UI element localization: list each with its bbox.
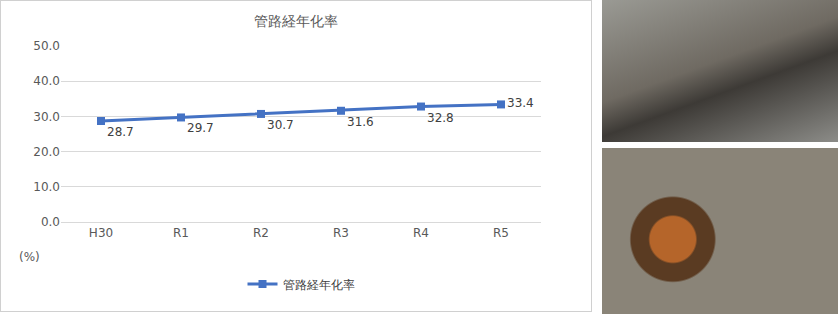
svg-text:33.4: 33.4 [507, 96, 534, 110]
svg-text:30.7: 30.7 [267, 118, 294, 132]
svg-text:H30: H30 [89, 226, 113, 240]
svg-text:20.0: 20.0 [33, 145, 60, 159]
svg-text:30.0: 30.0 [33, 110, 60, 124]
svg-text:R2: R2 [253, 226, 269, 240]
svg-text:29.7: 29.7 [187, 121, 214, 135]
svg-text:31.6: 31.6 [347, 115, 374, 129]
svg-text:28.7: 28.7 [107, 125, 134, 139]
svg-text:管路経年化率: 管路経年化率 [283, 278, 355, 292]
svg-text:32.8: 32.8 [427, 111, 454, 125]
svg-text:管路経年化率: 管路経年化率 [254, 13, 338, 29]
svg-text:R4: R4 [413, 226, 429, 240]
svg-text:R5: R5 [493, 226, 509, 240]
svg-text:R3: R3 [333, 226, 349, 240]
svg-text:R1: R1 [173, 226, 189, 240]
svg-text:40.0: 40.0 [33, 74, 60, 88]
svg-text:10.0: 10.0 [33, 180, 60, 194]
svg-text:(%): (%) [19, 250, 40, 264]
svg-text:0.0: 0.0 [41, 215, 60, 229]
svg-text:50.0: 50.0 [33, 39, 60, 53]
